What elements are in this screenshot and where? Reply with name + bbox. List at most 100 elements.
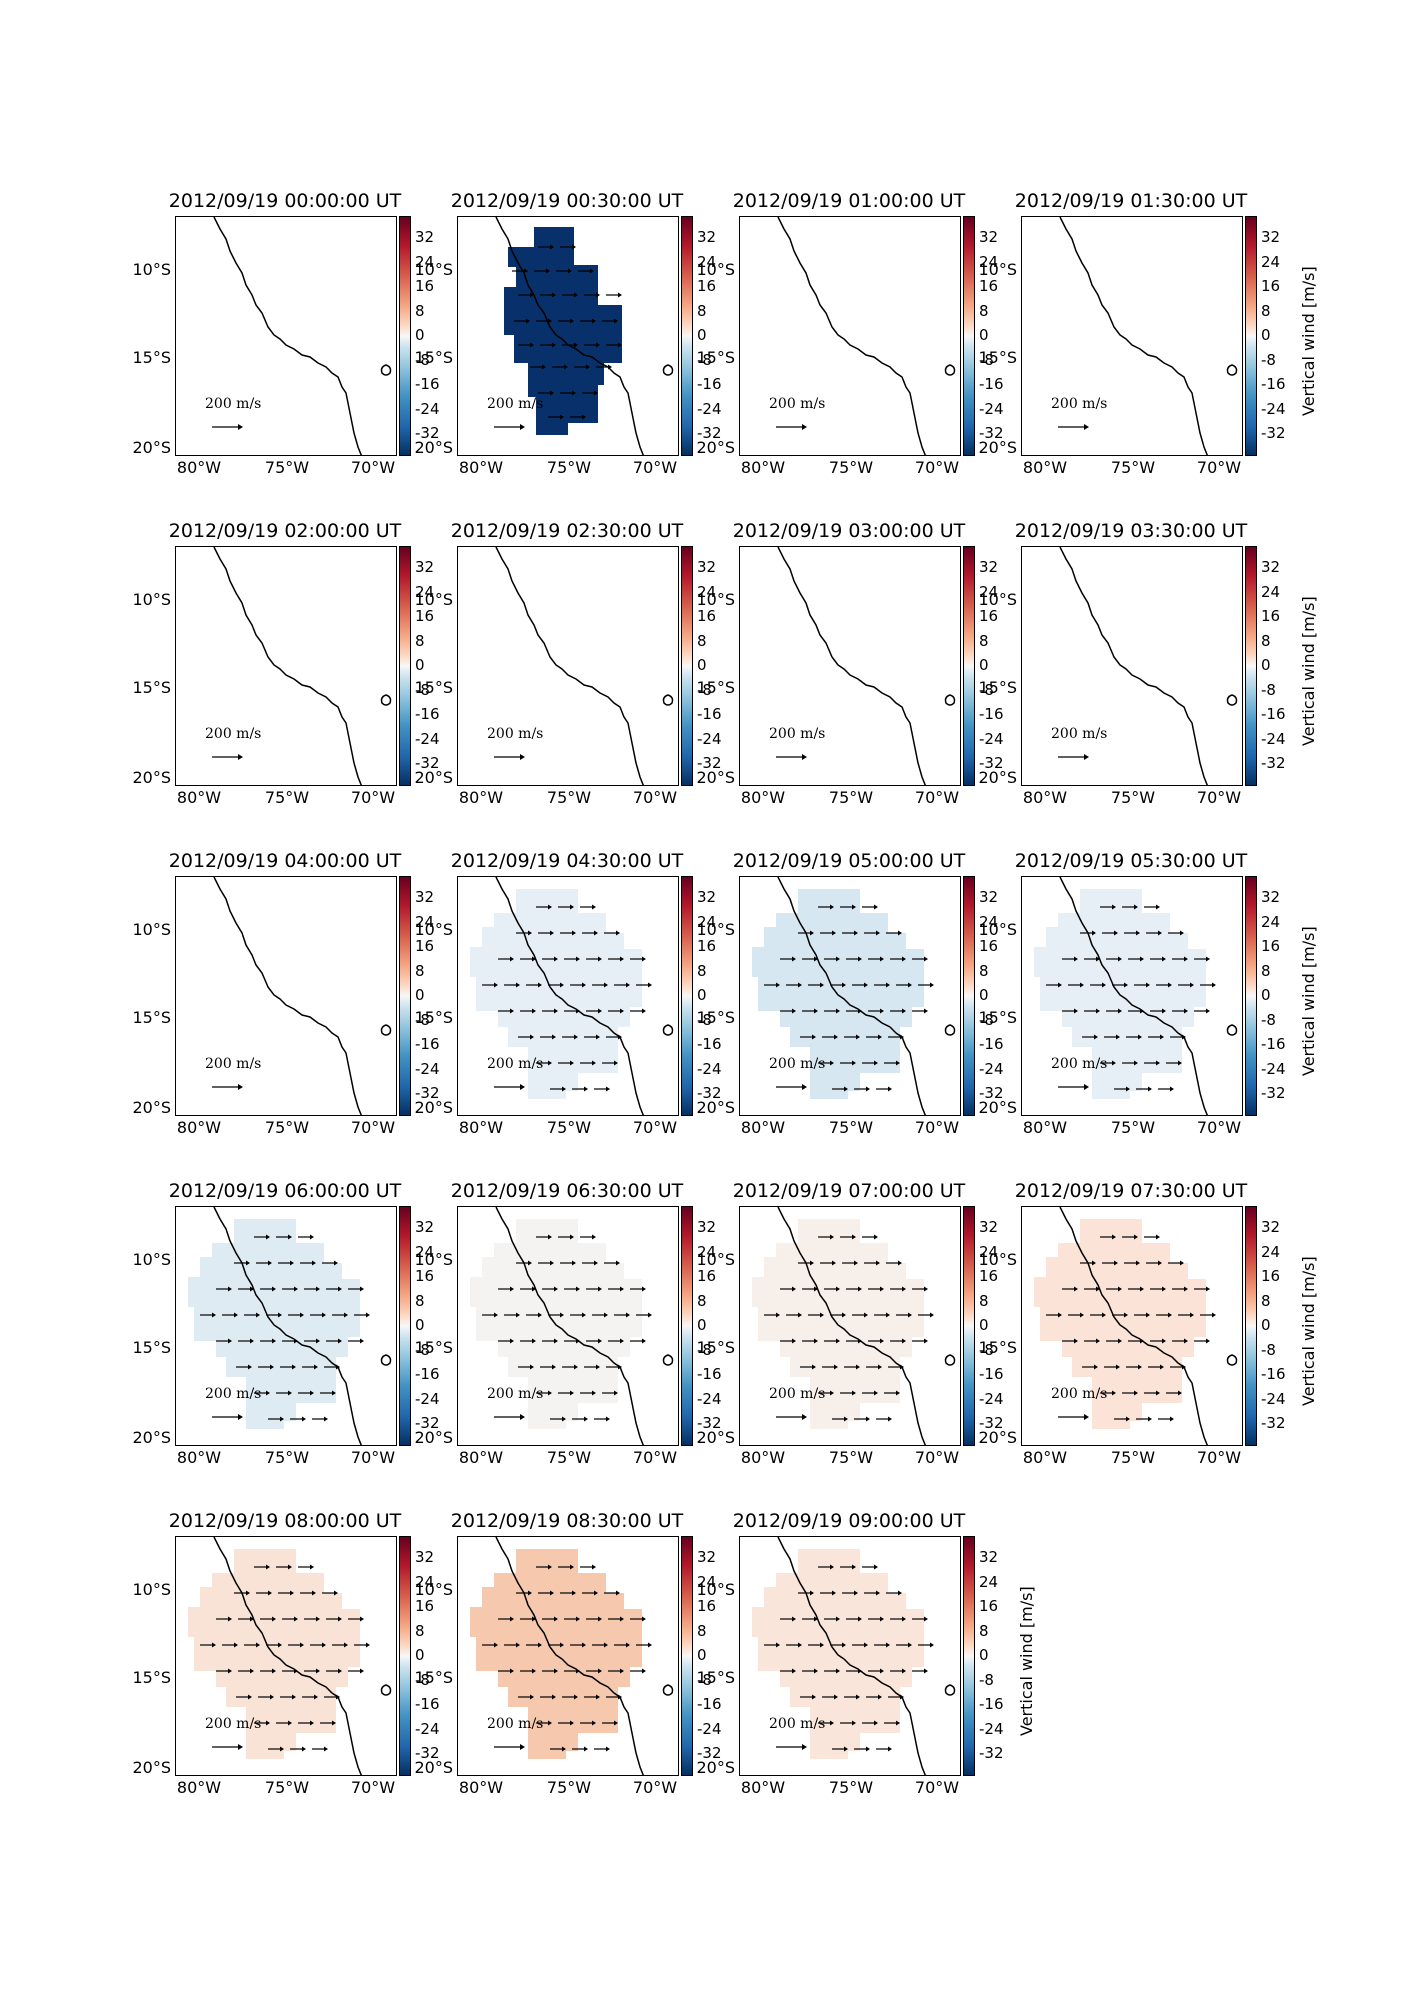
longitude-label: 70°W: [350, 788, 396, 807]
longitude-label: 70°W: [1196, 458, 1242, 477]
colorbar-tick-label: -24: [979, 399, 1004, 418]
wind-arrow: [862, 904, 878, 910]
colorbar-tick-label: -16: [1261, 375, 1286, 393]
colorbar-tick-label: -8: [1261, 350, 1276, 369]
wind-arrow: [844, 1034, 860, 1040]
colorbar-tick-label: 24: [979, 1242, 999, 1261]
wind-arrow: [800, 1694, 816, 1700]
reference-arrow-label: 200 m/s: [205, 396, 262, 412]
lake-outline: [944, 1024, 956, 1036]
colorbar-tick-label: 8: [979, 1621, 989, 1640]
wind-arrow: [1124, 1260, 1140, 1266]
wind-arrow: [238, 1286, 254, 1292]
map-plot: [188, 1207, 392, 1445]
wind-arrow: [594, 1416, 610, 1422]
wind-arrow: [800, 1034, 816, 1040]
wind-arrow: [1172, 1338, 1188, 1344]
wind-arrow: [570, 982, 586, 988]
wind-arrow: [614, 1642, 630, 1648]
map-frame: [175, 876, 397, 1116]
wind-arrow: [1178, 1312, 1194, 1318]
colorbar-tick-label: 32: [697, 228, 717, 246]
map-plot: [1034, 1207, 1238, 1445]
wind-arrow: [310, 1312, 326, 1318]
colorbar-tick-label: -8: [415, 680, 430, 699]
wind-arrow: [498, 1286, 514, 1292]
colorbar-tick-label: 8: [415, 1291, 425, 1310]
colorbar-tick-label: -16: [697, 705, 722, 723]
latitude-label: 10°S: [696, 1250, 735, 1269]
reference-arrow: [1058, 1414, 1089, 1420]
wind-arrow: [808, 1312, 824, 1318]
colorbar-tick-label: 16: [415, 1597, 435, 1615]
wind-arrow: [886, 1590, 902, 1596]
wind-arrow: [254, 1390, 270, 1396]
wind-arrow: [542, 1668, 558, 1674]
longitude-label: 80°W: [458, 1778, 504, 1797]
colorbar-tick-label: 32: [415, 558, 435, 576]
wind-arrow: [542, 956, 558, 962]
wind-arrow: [234, 1590, 250, 1596]
colorbar-tick-label: 8: [415, 631, 425, 650]
panel-title: 2012/09/19 09:00:00 UT: [732, 1510, 966, 1532]
wind-arrow: [608, 1286, 624, 1292]
colorbar-tick-label: 16: [979, 1597, 999, 1615]
latitude-label: 10°S: [696, 260, 735, 279]
wind-arrow: [820, 1260, 836, 1266]
wind-arrow: [1194, 1008, 1210, 1014]
wind-arrow: [824, 1616, 840, 1622]
reference-arrow: [1058, 754, 1089, 760]
wind-arrow: [1124, 930, 1140, 936]
wind-arrow: [332, 1642, 348, 1648]
map-plot: [1034, 877, 1238, 1115]
wind-arrow: [846, 1616, 862, 1622]
longitude-label: 70°W: [1196, 1118, 1242, 1137]
latitude-label: 15°S: [696, 1008, 735, 1027]
longitude-label: 80°W: [740, 1118, 786, 1137]
wind-arrow: [560, 1590, 576, 1596]
panel-title: 2012/09/19 05:00:00 UT: [732, 850, 966, 872]
wind-arrow: [326, 1338, 342, 1344]
colorbar-tick-label: -24: [979, 729, 1004, 748]
wind-arrow: [564, 1338, 580, 1344]
wind-arrow: [1134, 982, 1150, 988]
wind-arrow: [518, 342, 534, 348]
colorbar-tick-label: 16: [979, 277, 999, 295]
wind-arrow: [1090, 1312, 1106, 1318]
wind-arrow: [288, 1312, 304, 1318]
wind-arrow: [580, 1720, 596, 1726]
wind-arrow: [556, 268, 572, 274]
longitude-label: 75°W: [1110, 788, 1156, 807]
colorbar-tick-label: -8: [415, 350, 430, 369]
wind-arrow: [1084, 956, 1100, 962]
reference-arrow-label: 200 m/s: [487, 396, 544, 412]
colorbar: [399, 1536, 411, 1776]
longitude-label: 80°W: [1022, 788, 1068, 807]
colorbar-tick-label: 32: [697, 1218, 717, 1236]
map-plot: [470, 1207, 674, 1445]
wind-arrow: [1084, 1338, 1100, 1344]
wind-arrow: [636, 1642, 652, 1648]
longitude-label: 70°W: [914, 458, 960, 477]
colorbar-tick-label: 24: [697, 252, 717, 271]
wind-arrow: [846, 1668, 862, 1674]
latitude-label: 20°S: [696, 438, 735, 457]
wind-arrow: [868, 1668, 884, 1674]
colorbar-tick-label: -16: [415, 1035, 440, 1053]
map-frame: [1021, 876, 1243, 1116]
latitude-label: 15°S: [696, 1668, 735, 1687]
reference-arrow: [494, 424, 525, 430]
wind-arrow: [324, 1694, 340, 1700]
colorbar-tick-label: -32: [415, 754, 440, 772]
wind-arrow: [608, 1008, 624, 1014]
latitude-label: 10°S: [414, 590, 453, 609]
wind-arrow: [498, 1668, 514, 1674]
wind-arrow: [326, 1668, 342, 1674]
coastline: [1059, 547, 1209, 785]
reference-arrow: [494, 1744, 525, 1750]
wind-arrow: [312, 1746, 328, 1752]
wind-arrow: [862, 1720, 878, 1726]
wind-arrow: [518, 1034, 534, 1040]
colorbar-tick-label: 32: [979, 1218, 999, 1236]
coastline: [777, 217, 927, 455]
